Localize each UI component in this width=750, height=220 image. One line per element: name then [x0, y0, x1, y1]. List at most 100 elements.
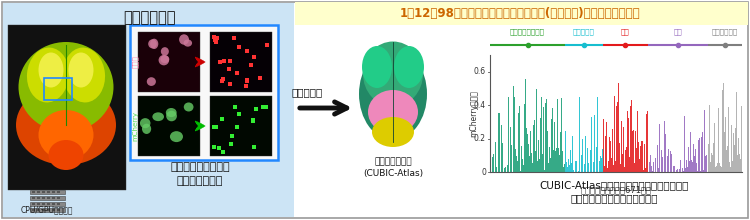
Bar — [221, 77, 225, 81]
Text: mCherry陽性率: mCherry陽性率 — [470, 90, 478, 137]
Bar — [265, 43, 269, 47]
Ellipse shape — [150, 39, 158, 49]
Bar — [213, 38, 217, 42]
Bar — [8, 25, 126, 190]
Text: 脳幹: 脳幹 — [674, 28, 682, 35]
Bar — [57, 191, 60, 193]
Bar — [295, 2, 748, 25]
Bar — [52, 191, 55, 193]
Bar — [32, 196, 35, 199]
Ellipse shape — [27, 48, 69, 103]
Bar — [30, 207, 65, 212]
Bar — [245, 79, 249, 83]
Bar — [52, 202, 55, 205]
Bar — [264, 105, 268, 109]
Bar — [249, 63, 254, 67]
Bar — [232, 36, 236, 40]
Bar — [57, 209, 60, 211]
Bar — [37, 196, 40, 199]
Ellipse shape — [158, 55, 169, 65]
Bar — [3, 3, 294, 217]
Bar — [251, 119, 255, 123]
Ellipse shape — [359, 48, 427, 140]
Ellipse shape — [148, 39, 157, 48]
Bar — [221, 150, 225, 154]
Bar — [210, 96, 272, 156]
Bar — [212, 145, 216, 149]
Text: 0: 0 — [482, 167, 486, 176]
Text: マッピング: マッピング — [291, 87, 322, 97]
Text: 0.4: 0.4 — [474, 101, 486, 110]
Bar — [130, 25, 278, 160]
Bar — [228, 82, 232, 86]
FancyBboxPatch shape — [2, 2, 748, 218]
Bar — [229, 143, 232, 147]
Ellipse shape — [152, 112, 164, 121]
Bar — [44, 78, 72, 100]
Bar — [236, 71, 239, 75]
Bar — [210, 32, 272, 92]
Bar — [220, 79, 224, 82]
Text: マウス全脳の全細胞
を２時間で検出: マウス全脳の全細胞 を２時間で検出 — [170, 162, 230, 186]
Ellipse shape — [160, 47, 169, 56]
Ellipse shape — [184, 103, 194, 112]
Text: 間脳: 間脳 — [621, 28, 629, 35]
Ellipse shape — [147, 77, 156, 86]
Bar — [37, 191, 40, 193]
Bar — [32, 202, 35, 205]
Ellipse shape — [160, 55, 170, 63]
Bar — [244, 49, 249, 53]
Ellipse shape — [63, 48, 105, 103]
Bar — [42, 191, 45, 193]
Ellipse shape — [38, 110, 94, 160]
Bar — [244, 84, 248, 88]
Bar — [42, 196, 45, 199]
Bar — [237, 112, 241, 116]
Bar — [32, 191, 35, 193]
Bar — [47, 202, 50, 205]
Text: 0.6: 0.6 — [474, 67, 486, 76]
Bar — [37, 202, 40, 205]
Bar — [214, 40, 218, 44]
Ellipse shape — [394, 46, 424, 88]
Bar — [138, 32, 200, 92]
Bar — [222, 59, 226, 63]
Bar — [235, 125, 238, 129]
Bar — [252, 55, 256, 59]
Ellipse shape — [179, 34, 189, 45]
Bar — [57, 196, 60, 199]
Bar — [228, 59, 232, 63]
Bar — [47, 191, 50, 193]
Bar — [138, 96, 200, 156]
Ellipse shape — [166, 111, 177, 121]
Bar — [52, 196, 55, 199]
Ellipse shape — [142, 124, 152, 134]
Text: 細胞核: 細胞核 — [132, 56, 138, 68]
Text: 解剖学的な各領域（671個）: 解剖学的な各領域（671個） — [580, 185, 652, 194]
Bar — [257, 75, 262, 80]
Bar — [47, 209, 50, 211]
Text: mCherry: mCherry — [132, 111, 138, 141]
Bar — [214, 125, 218, 129]
Bar — [37, 209, 40, 211]
Text: 大脳新皮質と嗅球: 大脳新皮質と嗅球 — [510, 28, 545, 35]
Bar — [251, 119, 255, 123]
Ellipse shape — [362, 46, 392, 88]
Bar — [233, 105, 238, 109]
Bar — [217, 60, 222, 64]
Bar — [30, 202, 65, 206]
Bar — [32, 209, 35, 211]
Bar — [42, 209, 45, 211]
Bar — [47, 196, 50, 199]
Bar — [52, 209, 55, 211]
Bar — [212, 35, 216, 39]
Text: 小脳とその他: 小脳とその他 — [712, 28, 738, 35]
Bar — [261, 105, 265, 109]
Bar — [252, 145, 256, 149]
Text: 0.2: 0.2 — [474, 134, 486, 143]
Text: 1億12万98個の細胞からなる全細胞地図(アトラス)に割り当てて解析: 1億12万98個の細胞からなる全細胞地図(アトラス)に割り当てて解析 — [400, 7, 640, 20]
Bar — [220, 117, 224, 121]
Bar — [42, 202, 45, 205]
Ellipse shape — [16, 85, 116, 165]
Text: 高速細胞検出: 高速細胞検出 — [124, 10, 176, 25]
